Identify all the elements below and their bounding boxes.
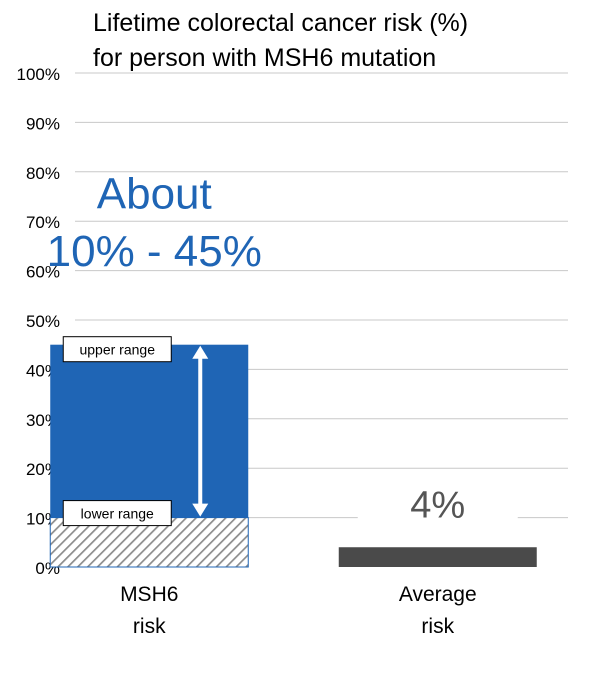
chart-title-line2: for person with MSH6 mutation [93, 44, 436, 72]
y-tick-label: 80% [26, 164, 60, 183]
x-tick-label-line1: Average [399, 583, 477, 606]
lower-range-label: lower range [62, 500, 172, 527]
upper-range-label: upper range [62, 336, 172, 363]
x-axis-tick-labels: MSH6 risk Average risk [120, 583, 477, 638]
average-label-backdrop [357, 473, 518, 521]
range-annotation-line2: 10% - 45% [47, 227, 262, 276]
lower-range-label-box [62, 500, 172, 527]
y-tick-label: 100% [17, 65, 60, 84]
lower-range-label-text: lower range [81, 506, 154, 522]
range-arrow [192, 345, 209, 517]
upper-range-label-text: upper range [79, 342, 155, 358]
y-tick-label: 50% [26, 312, 60, 331]
bars [49, 344, 537, 568]
chart-title-line1: Lifetime colorectal cancer risk (%) [93, 9, 468, 37]
upper-range-label-box [62, 336, 172, 363]
annotations: upper range lower range About 10% - 45% 4% [47, 170, 518, 527]
bar-average-risk [338, 547, 537, 567]
average-value-label: 4% [410, 485, 465, 527]
y-tick-label: 60% [26, 263, 60, 282]
range-annotation-line1: About [97, 170, 212, 219]
y-tick-label: 90% [26, 114, 60, 133]
x-tick-label-line2: risk [421, 615, 454, 638]
x-tick-label-line1: MSH6 [120, 583, 178, 606]
range-arrow-head-down [192, 503, 209, 517]
bar-upper-range [50, 344, 249, 518]
x-tick-label-line2: risk [133, 615, 166, 638]
range-arrow-head-up [192, 345, 209, 359]
y-tick-label: 70% [26, 213, 60, 232]
